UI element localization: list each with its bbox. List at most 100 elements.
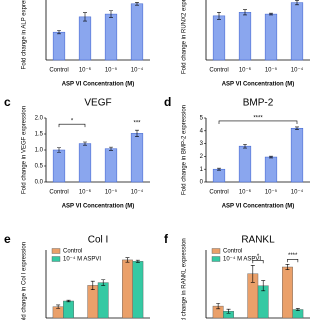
error-bar bbox=[295, 126, 299, 130]
bar bbox=[132, 261, 144, 319]
error-bar bbox=[101, 279, 106, 286]
bar bbox=[238, 12, 252, 61]
bar bbox=[264, 156, 278, 183]
chart-title: Col I bbox=[88, 235, 109, 246]
x-tick-label: 10⁻⁵ bbox=[265, 67, 278, 74]
error-bar bbox=[269, 155, 273, 159]
legend-label: 10⁻⁴ M ASPVI bbox=[223, 256, 261, 263]
error-bar bbox=[135, 129, 139, 137]
significance-label: * bbox=[257, 254, 260, 260]
legend-swatch bbox=[51, 256, 61, 262]
error-bar bbox=[109, 10, 113, 18]
error-bar bbox=[83, 141, 87, 146]
legend-swatch bbox=[211, 248, 221, 254]
x-tick-label: 10⁻⁵ bbox=[105, 67, 118, 74]
panel-letter: c bbox=[4, 95, 11, 109]
bar bbox=[78, 16, 92, 61]
chart-title: RANKL bbox=[241, 235, 275, 246]
error-bar bbox=[243, 9, 247, 16]
x-axis-label: ASP VI Concentration (M) bbox=[62, 204, 135, 210]
bar bbox=[87, 285, 99, 319]
y-tick-label: 5 bbox=[200, 116, 204, 122]
bar bbox=[97, 282, 109, 319]
significance-bracket bbox=[252, 260, 264, 264]
x-tick-label: 10⁻⁴ bbox=[291, 189, 304, 196]
bar bbox=[264, 13, 278, 61]
significance-bracket bbox=[58, 123, 86, 128]
x-tick-label: 10⁻⁶ bbox=[239, 67, 252, 74]
y-tick-label: 0.5 bbox=[35, 164, 44, 170]
error-bar bbox=[56, 304, 61, 309]
error-bar bbox=[243, 143, 247, 149]
error-bar bbox=[125, 257, 130, 263]
x-axis-label: ASP VI Concentration (M) bbox=[62, 82, 135, 88]
legend-label: Control bbox=[63, 249, 82, 255]
x-tick-label: Control bbox=[209, 68, 228, 74]
x-tick-label: Control bbox=[49, 190, 68, 196]
legend-swatch bbox=[51, 248, 61, 254]
error-bar bbox=[285, 263, 290, 271]
error-bar bbox=[269, 12, 273, 16]
error-bar bbox=[90, 280, 95, 290]
x-tick-label: 10⁻⁶ bbox=[79, 67, 92, 74]
error-bar bbox=[57, 147, 61, 153]
bar bbox=[78, 143, 92, 183]
y-tick-label: 1 bbox=[200, 167, 204, 173]
error-bar bbox=[295, 0, 299, 6]
y-tick-label: 1.0 bbox=[35, 148, 44, 154]
y-tick-label: 2 bbox=[200, 154, 204, 160]
bar bbox=[63, 300, 74, 319]
x-tick-label: 10⁻⁶ bbox=[239, 189, 252, 196]
x-tick-label: 10⁻⁴ bbox=[131, 67, 144, 74]
bar bbox=[122, 259, 133, 319]
error-bar bbox=[261, 280, 266, 292]
error-bar bbox=[226, 308, 231, 314]
panel-letter: e bbox=[4, 232, 11, 246]
error-bar bbox=[109, 146, 113, 151]
bar bbox=[52, 149, 66, 183]
y-tick-label: 2.0 bbox=[35, 116, 44, 122]
error-bar bbox=[295, 308, 300, 311]
bar bbox=[290, 2, 304, 61]
y-tick-label: 4 bbox=[200, 128, 204, 134]
significance-bracket bbox=[287, 258, 299, 263]
x-tick-label: Control bbox=[49, 68, 68, 74]
significance-label: * bbox=[71, 119, 74, 125]
x-tick-label: 10⁻⁵ bbox=[265, 189, 278, 196]
y-tick-label: 0.0 bbox=[35, 180, 44, 186]
x-tick-label: Control bbox=[209, 190, 228, 196]
chart-title: VEGF bbox=[84, 98, 111, 109]
error-bar bbox=[135, 2, 139, 6]
bar bbox=[212, 15, 226, 61]
panel-letter: d bbox=[164, 95, 171, 109]
bar bbox=[282, 266, 293, 319]
legend-swatch bbox=[211, 256, 221, 262]
y-tick-label: 3 bbox=[200, 141, 204, 147]
bar bbox=[104, 13, 118, 61]
y-tick-label: 0 bbox=[200, 180, 204, 186]
error-bar bbox=[216, 303, 221, 310]
error-bar bbox=[217, 12, 221, 20]
significance-bracket bbox=[218, 120, 298, 124]
significance-label: **** bbox=[288, 253, 298, 259]
chart-title: BMP-2 bbox=[243, 98, 274, 109]
bar bbox=[238, 145, 252, 183]
significance-label: *** bbox=[133, 121, 141, 127]
panel-letter: f bbox=[164, 232, 169, 246]
y-tick-label: 1.5 bbox=[35, 132, 44, 138]
legend-label: Control bbox=[223, 249, 242, 255]
bar bbox=[290, 127, 304, 183]
significance-label: **** bbox=[253, 116, 263, 122]
y-axis-label: Fold change in VEGF expression bbox=[22, 106, 28, 194]
x-tick-label: 10⁻⁴ bbox=[291, 67, 304, 74]
bar bbox=[130, 133, 144, 183]
x-tick-label: 10⁻⁵ bbox=[105, 189, 118, 196]
y-axis-label: Fold change in RANKL expression bbox=[182, 238, 188, 320]
error-bar bbox=[250, 265, 255, 283]
error-bar bbox=[135, 259, 140, 263]
y-axis-label: Fold change in BMP-2 expression bbox=[182, 105, 188, 195]
x-axis-label: ASP VI Concentration (M) bbox=[222, 204, 295, 210]
bar bbox=[130, 3, 144, 61]
bar bbox=[212, 168, 226, 183]
